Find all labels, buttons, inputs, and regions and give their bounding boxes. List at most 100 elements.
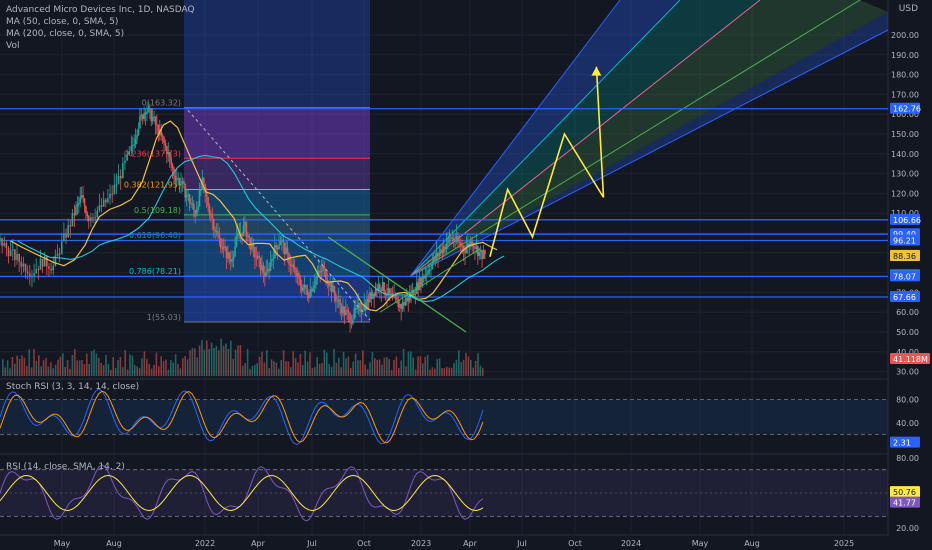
candle-body — [78, 202, 80, 205]
volume-bar — [412, 357, 414, 376]
fan-ray — [409, 0, 681, 277]
stoch-rsi-panel[interactable] — [0, 388, 888, 446]
candle-body — [24, 263, 27, 272]
stoch-rsi-label[interactable]: Stoch RSI (3, 3, 14, 14, close) — [6, 382, 140, 392]
price-label-text: 106.66 — [893, 216, 921, 225]
volume-bar — [16, 355, 18, 376]
gann-fan[interactable] — [409, 0, 889, 278]
volume-bar — [150, 368, 153, 376]
time-tick-label: 2025 — [834, 539, 854, 548]
candle-body — [211, 215, 214, 219]
volume-bar — [81, 360, 83, 376]
candle-body — [238, 233, 241, 235]
candle-body — [265, 271, 268, 277]
candle-body — [373, 293, 375, 297]
time-axis[interactable]: May Aug 2022 Apr Jul Oct 2023 Apr Jul Oct 2024 May A… — [54, 539, 854, 548]
volume-legend[interactable]: Vol — [6, 41, 20, 51]
candle-body — [478, 251, 481, 257]
rsi-label[interactable]: RSI (14, close, SMA, 14, 2) — [6, 462, 125, 472]
price-tick-label: 200.00 — [891, 31, 919, 40]
volume-bar — [40, 366, 42, 376]
volume-bar — [390, 369, 393, 376]
volume-bar — [23, 357, 26, 376]
volume-bar — [119, 357, 122, 376]
candle-body — [264, 272, 266, 277]
candle-body — [370, 292, 373, 299]
volume-bar — [232, 358, 234, 376]
volume-bar — [400, 360, 402, 376]
volume-bar — [54, 364, 57, 376]
volume-bar — [203, 349, 206, 376]
candle-body — [474, 247, 476, 249]
price-label-tag — [890, 291, 920, 303]
fib-time-zone — [184, 0, 370, 323]
candle-body — [174, 176, 177, 181]
fan-ray — [409, 0, 621, 277]
volume-bar — [261, 351, 263, 376]
volume-bar — [306, 361, 309, 376]
candle-body — [198, 189, 201, 207]
volume-bar — [357, 360, 359, 376]
candle-body — [417, 282, 419, 291]
candle-body — [430, 269, 432, 271]
candle-body — [269, 261, 272, 272]
candle-body — [344, 310, 347, 316]
candle-body — [268, 268, 270, 272]
projection-path[interactable] — [489, 66, 605, 257]
candle-body — [58, 253, 61, 255]
price-tick-label: 130.00 — [891, 170, 919, 179]
volume-bar — [95, 353, 98, 376]
volume-bar — [362, 350, 364, 376]
volume-bar — [112, 357, 114, 376]
volume-bar — [275, 362, 278, 376]
volume-bar — [333, 348, 335, 376]
candle-body — [254, 246, 256, 258]
volume-bar — [369, 362, 371, 376]
volume-bar — [460, 362, 462, 376]
volume-bar — [314, 367, 316, 376]
candle-body — [278, 244, 280, 250]
volume-bar — [386, 357, 388, 376]
candle-body — [217, 231, 219, 235]
candle-body — [333, 285, 336, 295]
candle-body — [435, 252, 438, 260]
candle-body — [139, 116, 141, 129]
candle-body — [425, 274, 428, 276]
candle-body — [452, 237, 455, 241]
volume-bar — [477, 352, 479, 376]
trend-line — [379, 248, 481, 313]
rsi-panel[interactable] — [0, 464, 888, 522]
candle-body — [133, 144, 135, 146]
ma200-legend[interactable]: MA (200, close, 0, SMA, 5) — [6, 29, 125, 39]
volume-bar — [321, 362, 323, 376]
volume-bar — [42, 360, 45, 376]
candle-body — [380, 289, 383, 292]
candle-body — [302, 287, 304, 291]
price-label-tag — [890, 102, 920, 114]
candle-body — [80, 195, 83, 198]
ma50-legend[interactable]: MA (50, close, 0, SMA, 5) — [6, 17, 119, 27]
candle-body — [224, 246, 226, 248]
stoch-tick-label: 40.00 — [896, 419, 919, 428]
volume-bar — [90, 351, 93, 376]
candle-body — [346, 310, 348, 312]
time-tick-label: Apr — [251, 539, 266, 548]
candle-body — [147, 107, 150, 112]
volume-bar — [467, 356, 470, 376]
volume-bar — [453, 363, 455, 376]
volume-bar — [210, 342, 213, 376]
fibonacci-retracement[interactable]: 0(163.32) 0.236(137.73) 0.382(121.95) 0.5(1… — [124, 0, 370, 323]
price-axis[interactable]: 200.00 190.00 180.00 170.00 160.00 150.00 140.… — [889, 0, 932, 550]
grid — [0, 0, 932, 536]
volume-bar — [326, 352, 328, 376]
symbol-title[interactable]: Advanced Micro Devices Inc, 1D, NASDAQ — [6, 5, 195, 15]
candle-body — [190, 203, 192, 205]
volume-bar — [345, 358, 347, 376]
volume-bar — [74, 348, 76, 376]
volume-bar — [143, 351, 146, 376]
volume-bar — [26, 366, 28, 376]
stoch-value-tag — [890, 436, 920, 448]
volume-bar — [414, 369, 417, 376]
candle-body — [354, 308, 357, 310]
